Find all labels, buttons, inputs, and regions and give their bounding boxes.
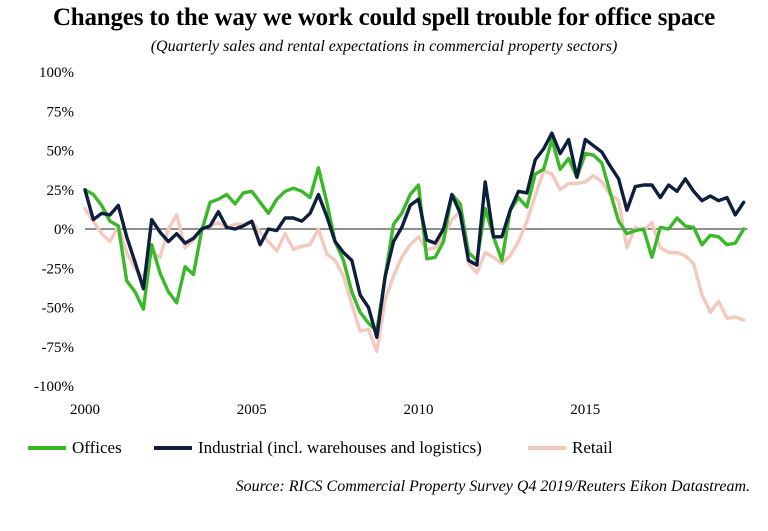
y-tick-label: 75%: [47, 104, 75, 120]
x-tick-label: 2000: [70, 402, 100, 418]
y-tick-label: 100%: [39, 65, 74, 81]
chart-source: Source: RICS Commercial Property Survey …: [235, 478, 750, 495]
y-tick-label: 25%: [47, 183, 75, 199]
series-line-offices: [83, 137, 746, 333]
series-line-retail: [83, 169, 746, 354]
chart-legend: Offices Industrial (incl. warehouses and…: [20, 438, 760, 462]
series-line-industrial: [83, 131, 746, 339]
y-tick-label: -100%: [34, 379, 74, 395]
chart-title: Changes to the way we work could spell t…: [52, 4, 716, 31]
y-tick-label: -75%: [42, 340, 75, 356]
x-tick-label: 2015: [570, 402, 600, 418]
chart-series: [83, 131, 746, 354]
y-tick-label: -50%: [42, 301, 75, 317]
chart-axes: 100% 75% 50% 25% 0% -25% -50% -75% -100% 2000 2005…: [34, 65, 748, 418]
legend-swatch-retail: [528, 446, 566, 450]
y-tick-label: 0%: [54, 222, 74, 238]
x-tick-label: 2010: [404, 402, 434, 418]
chart-subtitle: (Quarterly sales and rental expectations…: [150, 38, 618, 55]
legend-item-retail: Retail: [528, 438, 613, 458]
legend-label-retail: Retail: [572, 438, 613, 457]
legend-item-offices: Offices: [28, 438, 122, 458]
legend-swatch-industrial: [154, 446, 192, 450]
legend-label-offices: Offices: [72, 438, 122, 457]
legend-item-industrial: Industrial (incl. warehouses and logisti…: [154, 438, 482, 458]
legend-swatch-offices: [28, 446, 66, 450]
x-tick-label: 2005: [237, 402, 267, 418]
y-tick-label: -25%: [42, 261, 75, 277]
legend-label-industrial: Industrial (incl. warehouses and logisti…: [198, 438, 482, 457]
y-tick-label: 50%: [47, 144, 75, 160]
